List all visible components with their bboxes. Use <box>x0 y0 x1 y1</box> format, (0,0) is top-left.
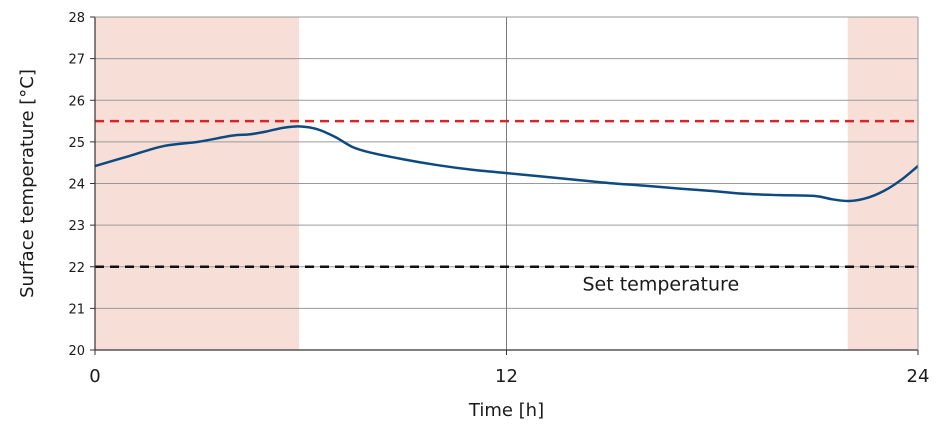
x-tick-label: 12 <box>495 366 518 387</box>
x-axis-label: Time [h] <box>468 400 544 421</box>
y-tick-label: 20 <box>68 344 85 359</box>
x-tick-label: 0 <box>89 366 100 387</box>
y-axis-label: Surface temperature [°C] <box>17 69 38 298</box>
y-tick-label: 22 <box>68 261 85 276</box>
y-tick-label: 28 <box>68 11 85 26</box>
y-tick-label: 27 <box>68 53 85 68</box>
y-tick-label: 23 <box>68 219 85 234</box>
y-tick-label: 24 <box>68 178 85 193</box>
y-tick-label: 25 <box>68 136 85 151</box>
tick-labels: 20 21 22 23 24 25 26 27 28 0 12 24 <box>68 11 929 387</box>
y-tick-label: 26 <box>68 94 85 109</box>
y-tick-label: 21 <box>68 302 85 317</box>
set-temperature-annotation: Set temperature <box>582 273 739 295</box>
series-line-0 <box>94 125 919 203</box>
x-tick-label: 24 <box>907 366 930 387</box>
series-lines <box>94 125 919 203</box>
reference-lines <box>95 119 918 268</box>
